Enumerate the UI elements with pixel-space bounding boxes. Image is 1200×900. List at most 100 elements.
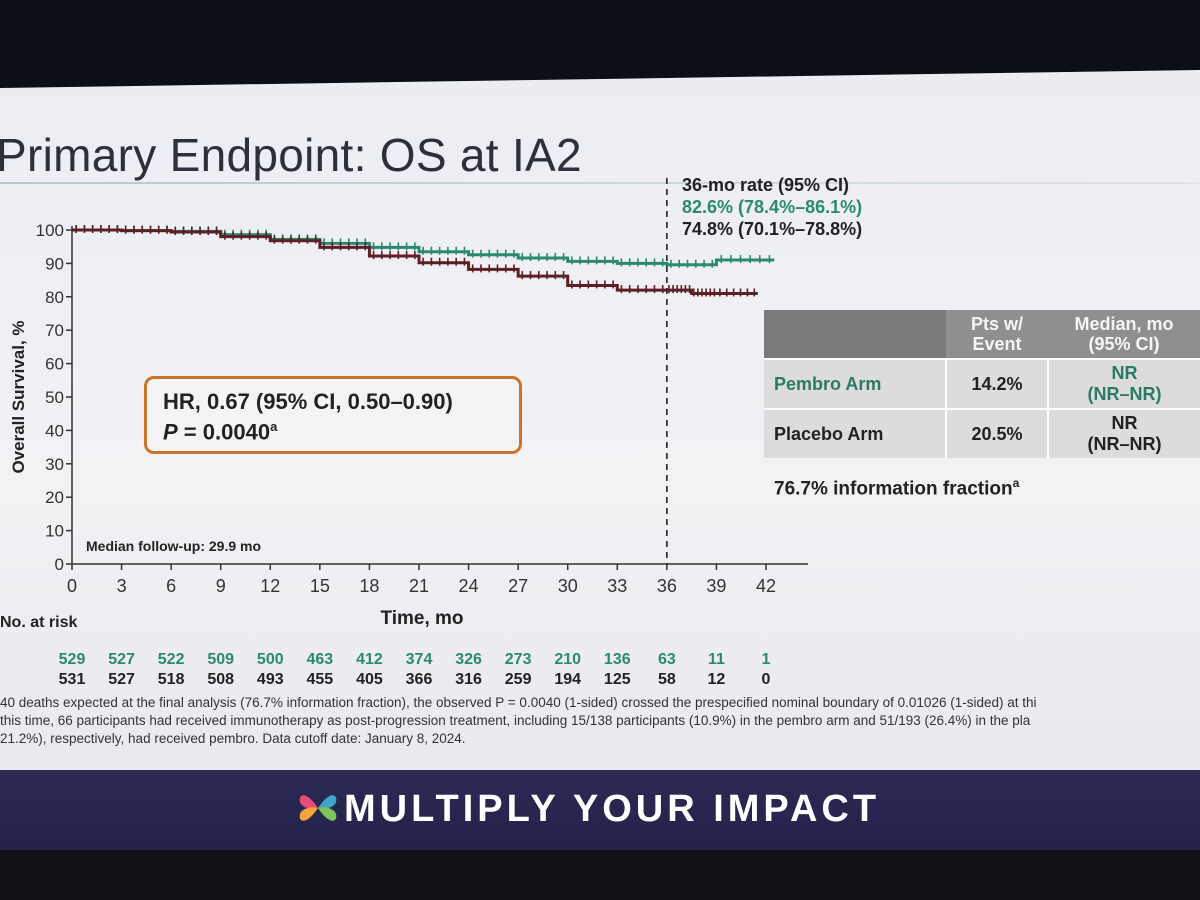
median-table-header: Pts w/Event Median, mo (95% CI) — [764, 310, 1200, 359]
at-risk-placebo-value: 455 — [307, 671, 334, 688]
survival-curve-placebo — [72, 228, 758, 295]
at-risk-pembro-value: 509 — [207, 651, 234, 668]
at-risk-pembro-value: 136 — [604, 651, 631, 668]
p-value: = 0.0040 — [177, 419, 271, 445]
median-table: Pts w/Event Median, mo (95% CI) Pembro Ar… — [764, 310, 1200, 458]
conference-logo-icon — [299, 795, 337, 821]
y-tick-label: 90 — [45, 254, 64, 273]
at-risk-placebo-value: 12 — [708, 671, 726, 688]
information-fraction: 76.7% information fractiona — [774, 476, 1019, 500]
x-tick-label: 36 — [657, 576, 677, 596]
row-median-ci: (NR–NR) — [1087, 384, 1162, 404]
median-table-blank-header — [764, 310, 946, 359]
row-label: Placebo Arm — [764, 408, 946, 458]
x-tick-label: 6 — [166, 576, 176, 596]
information-fraction-marker: a — [1012, 476, 1020, 490]
at-risk-placebo-value: 194 — [554, 671, 581, 688]
at-risk-pembro-value: 11 — [708, 651, 725, 668]
x-tick-label: 9 — [216, 576, 226, 596]
y-tick-label: 20 — [45, 488, 64, 507]
at-risk-pembro-value: 1 — [762, 651, 771, 668]
header-events-line2: Event — [972, 334, 1022, 354]
row-events: 20.5% — [945, 408, 1048, 458]
at-risk-placebo-value: 527 — [108, 671, 135, 688]
y-tick-label: 70 — [45, 321, 64, 340]
at-risk-placebo-value: 493 — [257, 671, 284, 688]
at-risk-placebo-value: 366 — [406, 671, 433, 688]
footnote-line-2: this time, 66 participants had received … — [0, 713, 1031, 728]
rate-box-pembro: 82.6% (78.4%–86.1%) — [682, 197, 863, 217]
banner-text: MULTIPLY YOUR IMPACT — [344, 788, 881, 830]
hazard-ratio-box: HR, 0.67 (95% CI, 0.50–0.90) P = 0.0040a — [144, 376, 522, 454]
at-risk-pembro-value: 374 — [406, 651, 433, 668]
slide: Primary Endpoint: OS at IA2 0 10 20 30 40 50 6… — [0, 70, 1200, 770]
row-events: 14.2% — [945, 358, 1048, 409]
at-risk-pembro-value: 522 — [158, 651, 185, 668]
x-tick-label: 18 — [359, 576, 379, 596]
footnote: 40 deaths expected at the final analysis… — [0, 694, 1200, 748]
row-median: NR (NR–NR) — [1047, 358, 1200, 409]
x-tick-label: 27 — [508, 576, 528, 596]
at-risk-placebo-value: 316 — [455, 671, 482, 688]
information-fraction-text: 76.7% information fraction — [774, 478, 1013, 500]
rate-box-placebo: 74.8% (70.1%–78.8%) — [682, 219, 863, 239]
at-risk-placebo-value: 508 — [207, 671, 234, 688]
x-tick-label: 30 — [558, 576, 578, 596]
x-tick-label: 3 — [117, 576, 127, 596]
at-risk-placebo-value: 531 — [59, 671, 86, 688]
x-tick-label: 0 — [67, 576, 77, 596]
header-events-line1: Pts w/ — [970, 314, 1023, 334]
at-risk-pembro-value: 463 — [307, 651, 334, 668]
x-tick-label: 12 — [260, 576, 280, 596]
x-tick-label: 42 — [756, 576, 776, 596]
row-median-value: NR — [1111, 413, 1138, 433]
at-risk-placebo-value: 518 — [158, 671, 185, 688]
footnote-line-3: 21.2%), respectively, had received pembr… — [0, 731, 466, 746]
y-tick-label: 30 — [45, 455, 64, 474]
x-tick-label: 39 — [706, 576, 726, 596]
at-risk-pembro-value: 527 — [108, 651, 135, 668]
at-risk-pembro-value: 529 — [59, 651, 86, 668]
at-risk-placebo-value: 0 — [762, 671, 771, 688]
audience-area — [0, 850, 1200, 900]
at-risk-pembro-value: 326 — [455, 651, 482, 668]
at-risk-placebo-value: 259 — [505, 671, 532, 688]
y-tick-label: 50 — [45, 388, 64, 407]
row-median: NR (NR–NR) — [1047, 408, 1200, 458]
header-median-line1: Median, mo — [1074, 314, 1174, 334]
median-table-row: Pembro Arm 14.2% NR (NR–NR) — [764, 358, 1200, 409]
median-table-row: Placebo Arm 20.5% NR (NR–NR) — [764, 408, 1200, 458]
y-axis-label: Overall Survival, % — [9, 320, 28, 473]
y-tick-label: 100 — [36, 221, 64, 240]
rate-box-title: 36-mo rate (95% CI) — [682, 175, 850, 195]
conference-banner: MULTIPLY YOUR IMPACT — [0, 770, 1200, 850]
y-tick-label: 80 — [45, 288, 64, 307]
y-tick-label: 60 — [45, 355, 64, 374]
x-tick-label: 15 — [310, 576, 330, 596]
at-risk-placebo-value: 58 — [658, 671, 676, 688]
hazard-ratio-text: HR, 0.67 (95% CI, 0.50–0.90) — [163, 389, 453, 414]
rate-box: 36-mo rate (95% CI) 82.6% (78.4%–86.1%) … — [682, 174, 862, 240]
at-risk-pembro-value: 273 — [505, 651, 532, 668]
at-risk-title: No. at risk — [0, 614, 78, 631]
slide-title: Primary Endpoint: OS at IA2 — [0, 129, 582, 181]
footnote-line-1: 40 deaths expected at the final analysis… — [0, 695, 1037, 710]
row-median-value: NR — [1111, 363, 1138, 383]
median-table-header-median: Median, mo (95% CI) — [1048, 310, 1200, 359]
header-median-line2: (95% CI) — [1088, 334, 1160, 354]
at-risk-pembro-value: 500 — [257, 651, 284, 668]
at-risk-placebo-value: 125 — [604, 671, 631, 688]
row-median-ci: (NR–NR) — [1087, 434, 1162, 454]
y-tick-label: 40 — [45, 421, 64, 440]
median-followup: Median follow-up: 29.9 mo — [86, 538, 262, 554]
median-table-header-events: Pts w/Event — [946, 310, 1048, 359]
y-tick-label: 0 — [55, 555, 64, 574]
p-value-line: P = 0.0040a — [163, 419, 503, 445]
x-tick-label: 24 — [459, 576, 479, 596]
x-axis-label: Time, mo — [380, 608, 463, 629]
p-label: P — [163, 419, 178, 445]
x-tick-label: 21 — [409, 576, 429, 596]
x-tick-label: 33 — [607, 576, 627, 596]
row-label: Pembro Arm — [764, 358, 946, 409]
